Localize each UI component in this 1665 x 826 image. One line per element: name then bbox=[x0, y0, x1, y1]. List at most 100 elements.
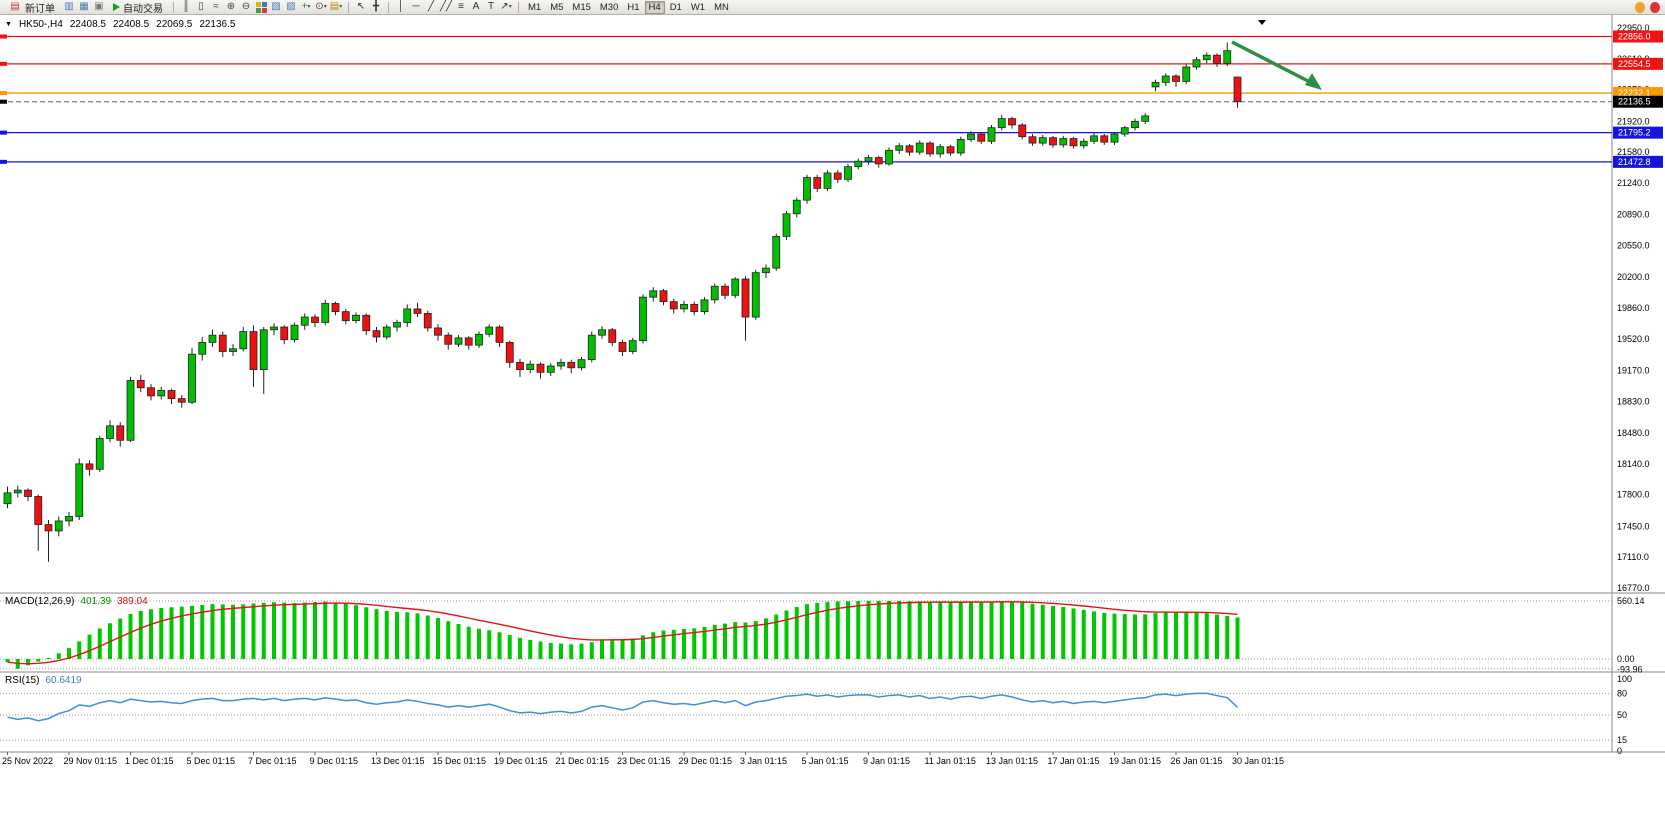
timeframe-d1[interactable]: D1 bbox=[666, 1, 686, 14]
timeframe-m5[interactable]: M5 bbox=[546, 1, 567, 14]
community-orange-circle-icon[interactable] bbox=[1633, 1, 1647, 14]
toolbar: ▤ 新订单 ▥ ▦ ▣ 自动交易 ║ ▯ ≈ ⊕ ⊖ ▧ ▨ + ▾ ⊙ ▾ ▤ ▾ ↖ ╋ │ ─ ╱ ╱╱ ≡ A T… bbox=[0, 0, 1665, 15]
macd-main-value: 401.39 bbox=[80, 596, 112, 607]
line-anchor-marker[interactable] bbox=[0, 130, 7, 135]
svg-text:18140.0: 18140.0 bbox=[1617, 459, 1650, 469]
chart-shift-icon[interactable]: ▧ bbox=[271, 1, 281, 12]
macd-signal-line bbox=[7, 601, 1238, 665]
svg-text:18830.0: 18830.0 bbox=[1617, 396, 1650, 406]
timeframe-m15[interactable]: M15 bbox=[568, 1, 594, 14]
line-anchor-marker[interactable] bbox=[0, 159, 7, 164]
svg-text:20200.0: 20200.0 bbox=[1617, 272, 1650, 282]
label-icon[interactable]: T bbox=[487, 1, 495, 12]
auto-scroll-icon[interactable]: ▨ bbox=[286, 1, 296, 12]
svg-text:21 Dec 01:15: 21 Dec 01:15 bbox=[556, 756, 610, 766]
svg-text:22950.0: 22950.0 bbox=[1617, 23, 1650, 33]
svg-text:25 Nov 2022: 25 Nov 2022 bbox=[2, 756, 53, 766]
svg-text:11 Jan 01:15: 11 Jan 01:15 bbox=[925, 756, 976, 766]
svg-text:21580.0: 21580.0 bbox=[1617, 147, 1650, 157]
fibonacci-icon[interactable]: ≡ bbox=[458, 1, 464, 12]
chart-shift-marker-icon[interactable] bbox=[1258, 20, 1266, 25]
svg-text:30 Jan 01:15: 30 Jan 01:15 bbox=[1232, 756, 1284, 766]
chart-ohlc-header: ▼ HK50-,H4 22408.5 22408.5 22069.5 22136… bbox=[5, 19, 235, 30]
chart-canvas[interactable]: 22950.022610.022270.021920.021580.021240… bbox=[0, 15, 1665, 826]
timeframe-h4[interactable]: H4 bbox=[644, 0, 665, 14]
svg-text:19170.0: 19170.0 bbox=[1617, 366, 1650, 376]
svg-text:17450.0: 17450.0 bbox=[1617, 521, 1650, 531]
candlestick-series bbox=[3, 42, 1242, 562]
line-chart-icon[interactable]: ≈ bbox=[213, 1, 219, 12]
svg-text:29 Dec 01:15: 29 Dec 01:15 bbox=[679, 756, 733, 766]
toolbar-separator bbox=[518, 1, 519, 13]
new-order-button[interactable]: ▤ 新订单 bbox=[3, 1, 60, 15]
candlestick-chart-icon[interactable]: ▯ bbox=[198, 1, 204, 12]
svg-text:560.14: 560.14 bbox=[1617, 596, 1645, 606]
zoom-out-icon[interactable]: ⊖ bbox=[241, 1, 251, 12]
text-icon[interactable]: A bbox=[472, 1, 480, 12]
bar-chart-icon[interactable]: ║ bbox=[182, 1, 190, 12]
trendline-icon[interactable]: ╱ bbox=[427, 1, 435, 12]
svg-text:3 Jan 01:15: 3 Jan 01:15 bbox=[740, 756, 787, 766]
svg-text:20890.0: 20890.0 bbox=[1617, 210, 1650, 220]
line-anchor-marker[interactable] bbox=[0, 99, 7, 104]
new-order-icon: ▤ bbox=[10, 1, 20, 12]
rsi-name: RSI(15) bbox=[5, 675, 40, 686]
horizontal-line-icon[interactable]: ─ bbox=[412, 1, 420, 12]
svg-text:9 Jan 01:15: 9 Jan 01:15 bbox=[863, 756, 910, 766]
svg-text:22232.1: 22232.1 bbox=[1618, 88, 1651, 98]
svg-text:100: 100 bbox=[1617, 674, 1632, 684]
svg-text:22554.5: 22554.5 bbox=[1618, 59, 1651, 69]
news-red-circle-icon[interactable] bbox=[1648, 1, 1662, 14]
autotrading-label: 自动交易 bbox=[123, 3, 163, 15]
timeframe-h1[interactable]: H1 bbox=[623, 1, 643, 14]
crosshair-icon[interactable]: ╋ bbox=[372, 1, 380, 12]
svg-text:21920.0: 21920.0 bbox=[1617, 116, 1650, 126]
vertical-line-icon[interactable]: │ bbox=[397, 1, 405, 12]
svg-text:16770.0: 16770.0 bbox=[1617, 583, 1650, 593]
high-value: 22408.5 bbox=[113, 19, 150, 30]
macd-histogram bbox=[5, 600, 1240, 669]
chart-window-icon[interactable]: ▥ bbox=[64, 1, 74, 12]
svg-text:20550.0: 20550.0 bbox=[1617, 240, 1650, 250]
macd-scale: 560.14 0.00-93.96 bbox=[1617, 596, 1645, 675]
rsi-scale: 100 80 50 150 bbox=[1617, 674, 1632, 756]
macd-indicator-label: MACD(12,26,9) 401.39 389.04 bbox=[5, 596, 148, 607]
indicators-icon[interactable]: + ▾ bbox=[301, 1, 311, 12]
chart-window[interactable]: 22950.022610.022270.021920.021580.021240… bbox=[0, 15, 1665, 826]
symbol-marker-icon[interactable]: ▼ bbox=[5, 21, 12, 28]
timeframe-mn[interactable]: MN bbox=[710, 1, 733, 14]
autotrading-play-icon bbox=[113, 3, 120, 11]
rsi-value: 60.6419 bbox=[45, 675, 82, 686]
arrows-icon[interactable]: ↗ ▾ bbox=[500, 1, 512, 12]
line-anchor-marker[interactable] bbox=[0, 61, 7, 66]
tile-windows-icon[interactable] bbox=[254, 1, 268, 14]
channel-icon[interactable]: ╱╱ bbox=[439, 1, 453, 12]
price-axis[interactable]: 22950.022610.022270.021920.021580.021240… bbox=[1617, 23, 1650, 593]
svg-text:19 Jan 01:15: 19 Jan 01:15 bbox=[1109, 756, 1161, 766]
periods-icon[interactable]: ⊙ ▾ bbox=[315, 1, 327, 12]
autotrading-button[interactable]: 自动交易 bbox=[108, 1, 168, 15]
level-lines bbox=[0, 34, 1612, 164]
timeframe-w1[interactable]: W1 bbox=[687, 1, 709, 14]
close-value: 22136.5 bbox=[199, 19, 236, 30]
svg-text:26 Jan 01:15: 26 Jan 01:15 bbox=[1171, 756, 1223, 766]
toolbar-separator bbox=[388, 1, 389, 13]
toolbar-separator bbox=[173, 1, 174, 13]
macd-signal-value: 389.04 bbox=[117, 596, 148, 607]
zoom-in-icon[interactable]: ⊕ bbox=[226, 1, 236, 12]
cursor-icon[interactable]: ↖ bbox=[356, 1, 366, 12]
trend-arrow[interactable] bbox=[1231, 40, 1322, 90]
svg-text:19520.0: 19520.0 bbox=[1617, 334, 1650, 344]
market-depth-icon[interactable]: ▦ bbox=[79, 1, 89, 12]
svg-text:0: 0 bbox=[1617, 746, 1622, 756]
alerts-icon[interactable]: ▣ bbox=[94, 1, 104, 12]
svg-text:13 Dec 01:15: 13 Dec 01:15 bbox=[371, 756, 425, 766]
timeframe-m1[interactable]: M1 bbox=[524, 1, 545, 14]
templates-icon[interactable]: ▤ ▾ bbox=[329, 1, 343, 12]
svg-text:17800.0: 17800.0 bbox=[1617, 490, 1650, 500]
line-anchor-marker[interactable] bbox=[0, 91, 7, 96]
time-axis[interactable]: 25 Nov 2022 29 Nov 01:15 1 Dec 01:15 5 Dec … bbox=[2, 752, 1284, 766]
line-anchor-marker[interactable] bbox=[0, 34, 7, 39]
timeframe-m30[interactable]: M30 bbox=[596, 1, 622, 14]
